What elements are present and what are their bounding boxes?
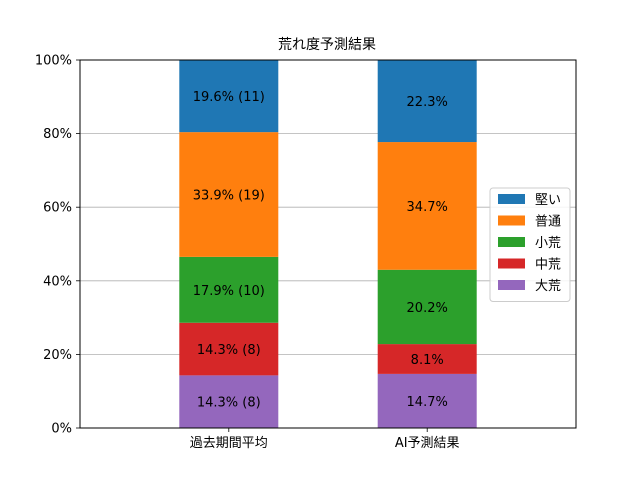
- legend-swatch: [498, 237, 525, 247]
- legend-swatch: [498, 280, 525, 290]
- legend-label: 大荒: [535, 279, 561, 294]
- bar-segment: [377, 60, 477, 143]
- bar-value-label: 14.3% (8): [197, 343, 261, 358]
- bar-segment: [377, 373, 477, 428]
- bar-value-label: 14.3% (8): [197, 396, 261, 411]
- bar-value-label: 17.9% (10): [193, 284, 265, 299]
- bar-value-label: 14.7%: [407, 395, 448, 410]
- bar-value-label: 19.6% (11): [193, 90, 265, 105]
- bar-value-label: 22.3%: [407, 95, 448, 110]
- x-axis: 過去期間平均 AI予測結果: [190, 428, 460, 451]
- bar-segment: [377, 269, 477, 345]
- y-tick-label: 0%: [51, 422, 72, 437]
- y-tick-label: 20%: [43, 348, 72, 363]
- bar-segment: [179, 256, 279, 323]
- bar-segment: [179, 132, 279, 257]
- y-axis: 0% 20% 40% 60% 80% 100%: [35, 54, 80, 437]
- bar-value-label: 20.2%: [407, 301, 448, 316]
- bar-segment: [377, 142, 477, 270]
- bar-value-label: 8.1%: [411, 353, 444, 368]
- legend-swatch: [498, 258, 525, 269]
- legend-label: 普通: [535, 215, 561, 230]
- x-tick-label: 過去期間平均: [190, 436, 268, 451]
- x-tick-label: AI予測結果: [395, 436, 460, 451]
- legend-swatch: [498, 194, 525, 204]
- legend-swatch: [498, 215, 525, 226]
- bar-segment: [377, 344, 477, 374]
- bar-value-label: 34.7%: [407, 200, 448, 215]
- bar-value-label: 33.9% (19): [193, 189, 265, 204]
- bars: [179, 60, 477, 428]
- y-tick-label: 60%: [43, 201, 72, 216]
- y-tick-label: 100%: [35, 54, 72, 69]
- legend-label: 中荒: [535, 258, 561, 273]
- legend-label: 小荒: [535, 236, 561, 251]
- legend-label: 堅い: [535, 193, 561, 208]
- bar-segment: [179, 60, 279, 133]
- bar-segment: [179, 322, 279, 376]
- bar-segment: [179, 375, 279, 428]
- y-tick-label: 80%: [43, 127, 72, 142]
- chart-title: 荒れ度予測結果: [278, 37, 376, 53]
- plot-frame: [79, 59, 577, 429]
- bar-labels: 14.3% (8) 14.3% (8) 17.9% (10) 33.9% (19) 19…: [193, 90, 448, 411]
- y-tick-label: 40%: [43, 274, 72, 289]
